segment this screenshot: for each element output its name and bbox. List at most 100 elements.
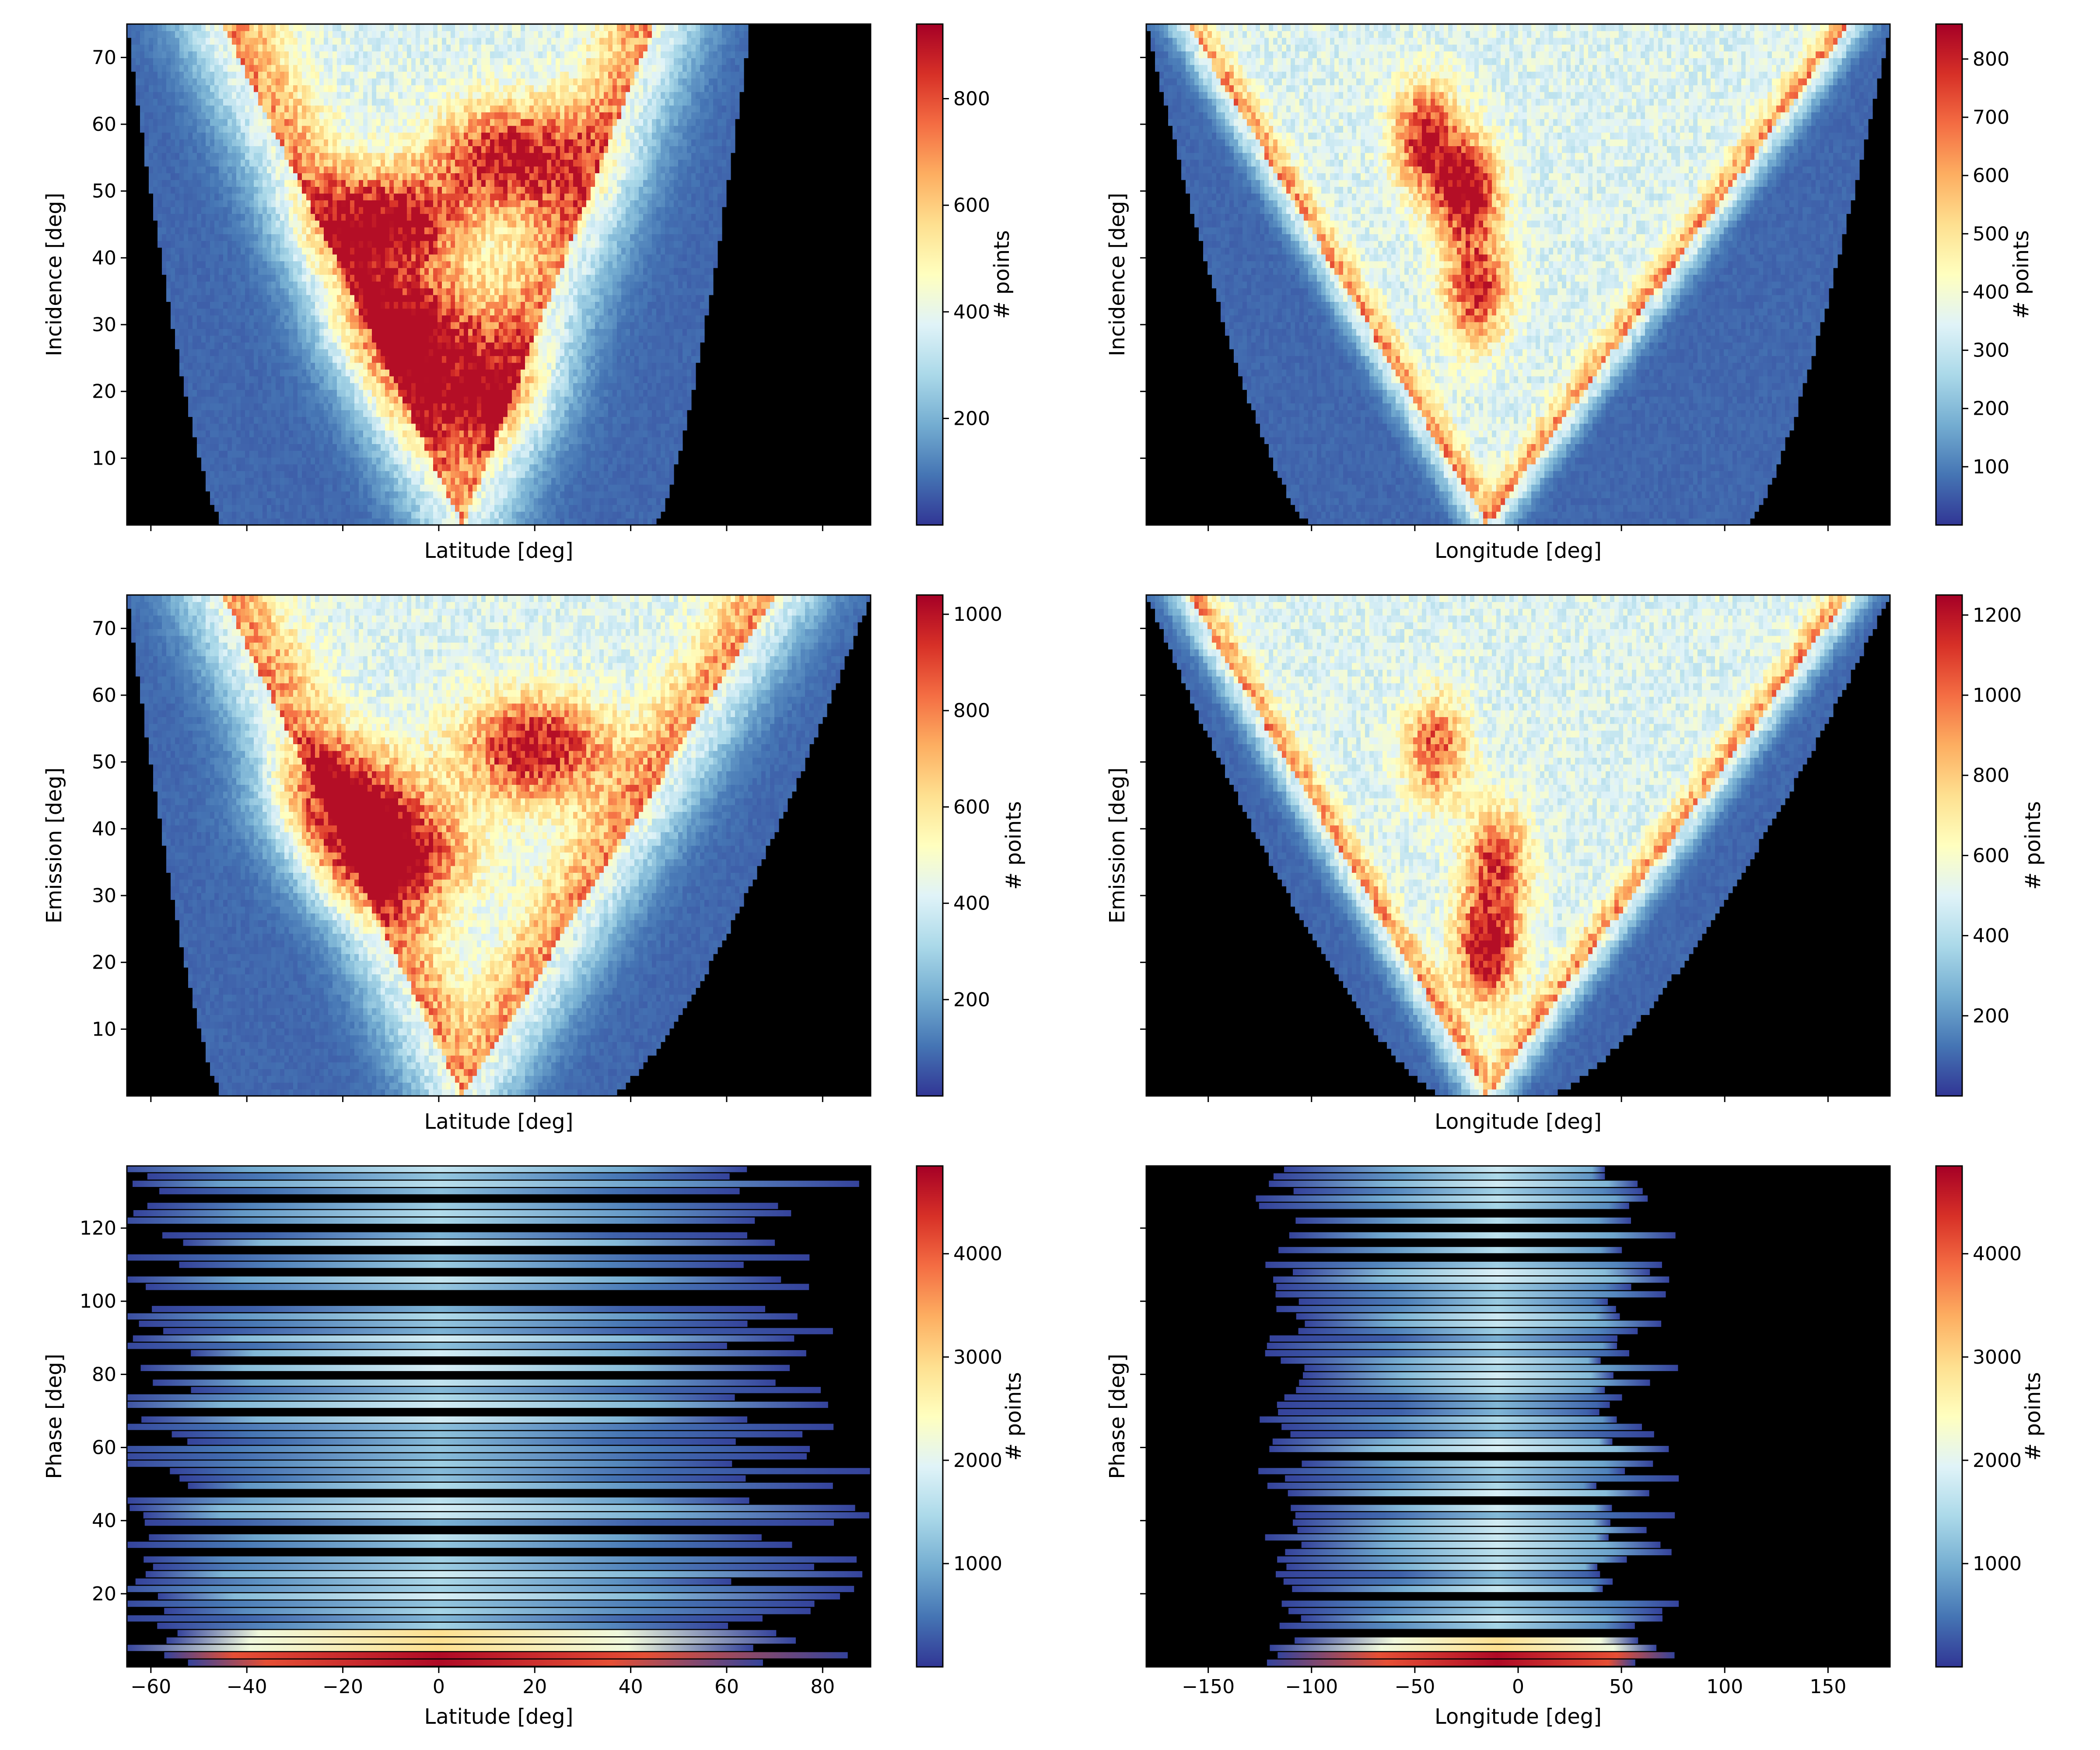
- phase-band: [139, 1320, 748, 1327]
- y-tick-label: 80: [92, 1363, 116, 1386]
- colorbar: 1000 2000 3000 4000 # points: [1935, 1165, 2045, 1668]
- y-tick-label: 70: [92, 617, 116, 640]
- y-axis-label: Emission [deg]: [42, 767, 66, 924]
- y-tick-label: 20: [92, 381, 116, 403]
- phase-band: [1276, 1306, 1616, 1312]
- x-axis-label: Longitude [deg]: [1435, 1110, 1602, 1134]
- x-tick-label: −60: [130, 1676, 171, 1698]
- phase-band: [187, 1438, 736, 1445]
- x-tick-label: −20: [322, 1676, 363, 1698]
- phase-band: [140, 1365, 790, 1371]
- plot-frame: [126, 1165, 872, 1668]
- colorbar-label: # points: [2021, 1372, 2045, 1461]
- phase-band: [1290, 1431, 1654, 1438]
- colorbar-tick-label: 300: [1973, 340, 2009, 362]
- phase-band: [1298, 1298, 1608, 1305]
- phase-band: [1277, 1401, 1610, 1408]
- colorbar-label: # points: [1001, 1372, 1026, 1461]
- phase-band: [127, 1313, 798, 1320]
- phase-band: [1269, 1180, 1638, 1187]
- phase-band: [127, 1600, 815, 1607]
- colorbar-tick-label: 500: [1973, 223, 2009, 245]
- y-tick-label: 120: [80, 1217, 116, 1239]
- phase-band: [1265, 1350, 1629, 1357]
- panel-lat-phase: −60 −40 −20 0 20 40 60 80 20 40 60 80 100 120 Latitude…: [42, 1165, 1026, 1729]
- colorbar-tick-label: 400: [1973, 925, 2009, 947]
- phase-band: [1284, 1394, 1622, 1401]
- phase-band: [1269, 1446, 1669, 1452]
- colorbar-tick-label: 1200: [1973, 604, 2022, 626]
- phase-band: [144, 1556, 857, 1563]
- heatmap-cells: [1146, 595, 1890, 1096]
- phase-band: [172, 1431, 803, 1438]
- x-tick-label: 20: [522, 1676, 547, 1698]
- phase-band: [152, 1306, 766, 1312]
- y-tick-label: 50: [92, 751, 116, 774]
- phase-band: [1286, 1564, 1598, 1570]
- phase-band: [1267, 1659, 1635, 1666]
- x-tick-label: 40: [619, 1676, 643, 1698]
- phase-band: [145, 1571, 863, 1578]
- phase-band: [1296, 1313, 1620, 1320]
- colorbar-tick-label: 600: [1973, 844, 2009, 867]
- phase-band: [1258, 1468, 1625, 1474]
- colorbar-gradient: [916, 1165, 944, 1668]
- x-tick-label: −40: [227, 1676, 267, 1698]
- phase-band: [162, 1232, 747, 1239]
- panel-lat-emission: 10 20 30 40 50 60 70 Latitude [deg] Emission [de…: [42, 594, 1026, 1134]
- phase-band: [159, 1188, 740, 1194]
- colorbar-tick-label: 400: [1973, 281, 2009, 303]
- phase-band: [1284, 1166, 1605, 1172]
- colorbar: 200 400 600 800 # points: [916, 23, 1014, 526]
- colorbar-label: # points: [2021, 801, 2045, 890]
- panel-lat-incidence: 10 20 30 40 50 60 70 Latitude [deg] Incidence [d…: [42, 23, 1014, 563]
- phase-band: [188, 1659, 763, 1666]
- phase-band: [1265, 1261, 1662, 1268]
- colorbar-tick-label: 600: [953, 796, 990, 818]
- phase-band: [1299, 1379, 1650, 1386]
- colorbar: 200 400 600 800 1000 # points: [916, 594, 1026, 1097]
- phase-band: [146, 1284, 809, 1290]
- y-tick-label: 60: [92, 684, 116, 707]
- colorbar: 100 200 300 400 500 600 700 800 # points: [1935, 23, 2034, 526]
- y-tick-label: 20: [92, 1583, 116, 1605]
- colorbar-tick-label: 2000: [953, 1449, 1002, 1472]
- colorbar-label: # points: [1001, 801, 1026, 890]
- colorbar-tick-label: 200: [1973, 1005, 2009, 1027]
- phase-band: [1295, 1637, 1638, 1644]
- phase-band: [127, 1541, 792, 1548]
- colorbar-tick-label: 700: [1973, 106, 2009, 129]
- phase-band: [1298, 1328, 1638, 1334]
- colorbar-gradient: [916, 594, 944, 1097]
- x-axis-label: Longitude [deg]: [1435, 1704, 1602, 1729]
- y-tick-label: 100: [80, 1290, 116, 1312]
- phase-band: [1289, 1232, 1676, 1239]
- x-tick-label: 150: [1810, 1676, 1846, 1698]
- phase-band: [1301, 1541, 1661, 1548]
- phase-band: [1285, 1475, 1679, 1482]
- phase-band: [179, 1475, 746, 1482]
- colorbar: 200 400 600 800 1000 1200 # points: [1935, 594, 2045, 1097]
- colorbar-tick-label: 1000: [953, 1553, 1002, 1575]
- colorbar-tick-label: 4000: [1973, 1243, 2022, 1265]
- phase-band: [158, 1593, 840, 1600]
- colorbar-gradient: [1935, 23, 1963, 526]
- x-tick-label: 0: [1512, 1676, 1524, 1698]
- heatmap-cells: [127, 24, 749, 525]
- phase-band: [191, 1387, 821, 1393]
- phase-band: [135, 1578, 732, 1585]
- phase-band: [1277, 1556, 1627, 1563]
- phase-band: [1281, 1357, 1601, 1364]
- y-axis-label: Phase [deg]: [1105, 1354, 1130, 1479]
- panel-lon-phase: −150 −100 −50 0 50 100 150 Longitude [deg] Phase…: [1105, 1165, 2045, 1729]
- phase-band: [127, 1424, 834, 1430]
- y-tick-label: 40: [92, 1510, 116, 1532]
- colorbar-tick-label: 2000: [1973, 1449, 2022, 1472]
- phase-band: [127, 1343, 727, 1349]
- phase-band: [157, 1623, 728, 1629]
- colorbar-tick-label: 400: [953, 892, 990, 915]
- phase-band: [127, 1394, 735, 1401]
- phase-band: [127, 1276, 781, 1283]
- phase-band: [164, 1608, 811, 1614]
